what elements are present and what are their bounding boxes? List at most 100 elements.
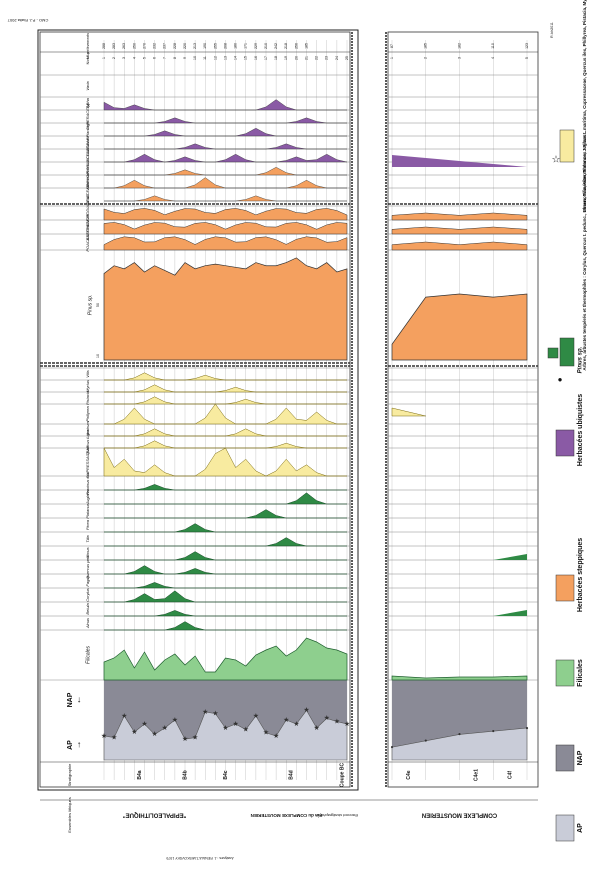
ap-point-4: ★ (141, 720, 147, 728)
taxon-pis: Pistacia (85, 390, 90, 405)
tick-pinus-50: 50 (96, 303, 100, 307)
green-area-lower-a (392, 610, 527, 616)
taxon-pinus: Pinus sp. (87, 295, 93, 316)
mix-area-pla2 (104, 127, 347, 137)
ap-point-8: ★ (182, 735, 188, 743)
ap-arrow-icon: → (72, 741, 82, 750)
legend-swatch-yellow (559, 129, 575, 163)
yellow-area-lower (391, 407, 426, 417)
ap-point-6: ★ (162, 724, 168, 732)
ap-point-16: ★ (263, 729, 269, 737)
analyst-credit: Analyses : J. RENAULT-MISKOVSKY 1979 (166, 856, 233, 860)
taxon-cup: CUPRESSACEAE (85, 445, 90, 478)
count-upper-16: 210 (264, 43, 268, 49)
count-upper-2: 263 (122, 43, 126, 49)
taxon-pic: Picea (85, 519, 90, 530)
taxon-bet: Betula (85, 603, 90, 615)
ap-point-17: ★ (273, 732, 279, 740)
sample-id-lower-1: 2 (424, 57, 428, 59)
taxon-ulm: Ulmus (85, 547, 90, 558)
yellow-area-qil (104, 440, 347, 449)
green-area-fra (104, 484, 347, 491)
yellow-area-cup (103, 447, 347, 477)
ap-point-22: ★ (324, 714, 330, 722)
ap-point-lower-0: ● (390, 745, 393, 751)
yellow-area-lig (104, 428, 347, 437)
nap-arrow-icon: ← (72, 696, 82, 705)
taxon-api: APIACEAE (85, 184, 90, 205)
nap-label: NAP (67, 692, 74, 707)
count-upper-1: 283 (112, 43, 116, 49)
group-complexe: COMPLEXE MOUSTERIEN (422, 811, 497, 817)
count-upper-5: 232 (153, 43, 157, 49)
sample-id-upper-15: 16 (254, 56, 258, 60)
count-upper-17: 242 (274, 43, 278, 49)
orange-area-lower-poa (391, 241, 528, 251)
green-area-cor (104, 590, 347, 603)
stratum-0: B4a (137, 770, 143, 779)
count-upper-11: 255 (213, 43, 217, 49)
sample-id-upper-8: 9 (183, 57, 187, 59)
taxon-til: Tilia (85, 535, 90, 543)
ap-point-21: ★ (313, 724, 319, 732)
taxon-aln: Alnus (85, 618, 90, 629)
header-counts: N° prélèvements (86, 33, 90, 59)
legend-pinus-dot-icon: ● (558, 375, 563, 384)
yellow-area-pis (104, 396, 347, 405)
left-panel-frame (39, 31, 351, 788)
taxon-varia: Varia (85, 81, 90, 91)
count-lower-1: 185 (424, 43, 428, 49)
taxon-fag: Fagus (85, 575, 90, 586)
sample-id-upper-19: 20 (294, 56, 298, 60)
taxon-rum: Rumex (85, 135, 90, 149)
legend-temperes: Arbres, arbustes tempérés et thermophile… (582, 129, 587, 370)
filicales-area-upper (103, 637, 348, 681)
ap-point-lower-1: ● (424, 738, 427, 744)
diagram-frame (37, 29, 359, 791)
sample-id-lower-3: 4 (491, 57, 495, 59)
group-fin: Fin du COMPLEXE MOUSTERIEN (251, 813, 322, 818)
ap-point-12: ★ (222, 724, 228, 732)
green-area-aln (104, 621, 347, 631)
taxon-vit: Vitis (85, 370, 90, 377)
count-upper-18: 218 (284, 43, 288, 49)
green-area-pic (104, 523, 347, 533)
sample-id-lower-0: 1 (390, 57, 394, 59)
legend-swatch-ap (555, 814, 575, 842)
ap-point-lower-4: ● (525, 725, 528, 731)
count-lower-4: 123 (525, 43, 529, 49)
sample-id-upper-7: 8 (173, 57, 177, 59)
ap-point-3: ★ (131, 728, 137, 736)
filicales-area-lower (391, 675, 528, 681)
sample-id-upper-18: 19 (284, 56, 288, 60)
sample-id-upper-10: 11 (203, 56, 207, 60)
ap-point-19: ★ (293, 720, 299, 728)
count-upper-8: 220 (183, 43, 187, 49)
sample-id-upper-3: 4 (132, 57, 136, 59)
mix-area-art (104, 177, 347, 189)
count-upper-10: 190 (203, 43, 207, 49)
green-area-fag (104, 582, 347, 589)
mix-area-ran (104, 153, 348, 163)
green-area-pla (104, 509, 347, 519)
sample-id-upper-11: 12 (213, 56, 217, 60)
taxon-myr: Myrtus (85, 380, 90, 392)
sample-id-upper-2: 3 (122, 57, 126, 59)
mix-area-typ (103, 99, 347, 111)
ap-point-18: ★ (283, 716, 289, 724)
green-area-qpe (104, 565, 347, 575)
taxon-qil: Quercus t. ilex (85, 428, 90, 455)
ap-point-13: ★ (232, 720, 238, 728)
pinus-area-lower (391, 293, 528, 361)
sample-id-upper-13: 14 (234, 56, 238, 60)
group-epipal: "EPIPALEOLITHIQUE" (123, 811, 187, 817)
stratum-1: B4b (182, 770, 188, 779)
count-upper-9: 213 (193, 43, 197, 49)
nap-area-lower (391, 727, 528, 761)
taxon-che: CHENOPODIACEAE (85, 194, 90, 232)
orange-area-lower-che (391, 212, 528, 221)
stratum-4: Coupe BC (339, 763, 345, 788)
taxon-lig: Ligustrum (85, 421, 90, 439)
ap-point-10: ★ (202, 708, 208, 716)
